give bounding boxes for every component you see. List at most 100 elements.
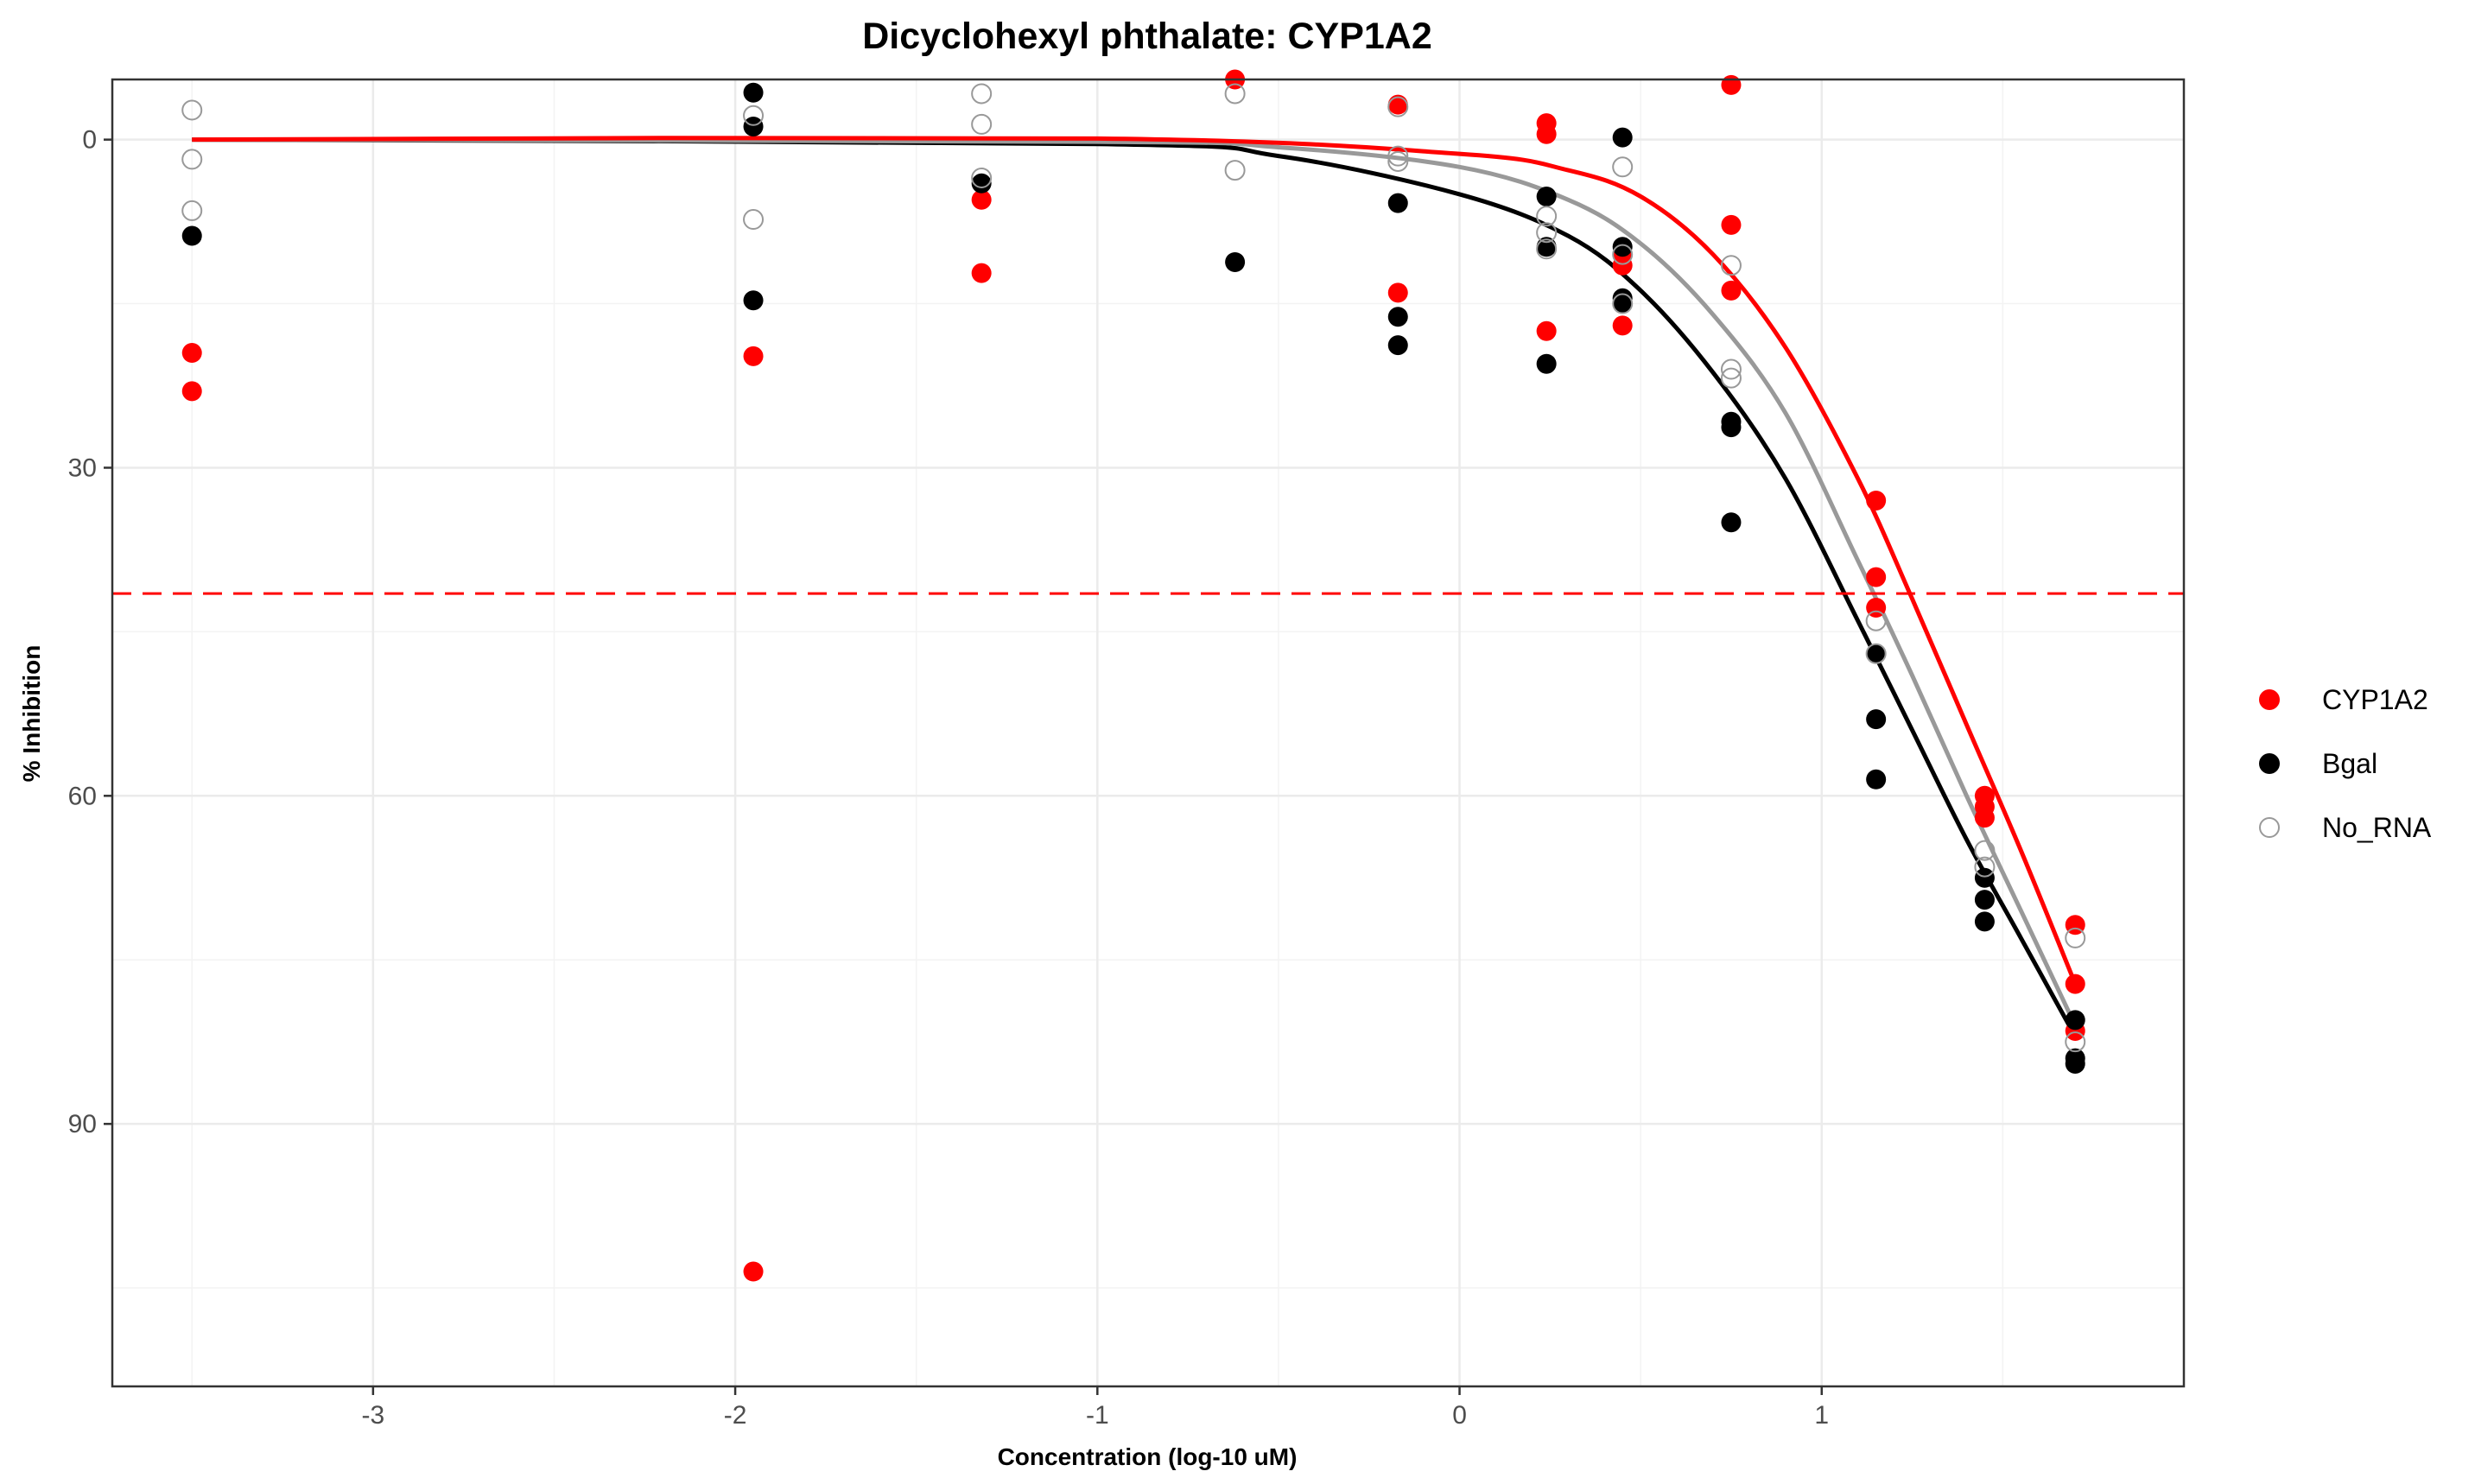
point-bgal	[1536, 353, 1557, 374]
panel-border	[111, 78, 2186, 1388]
legend-label-no_rna: No_RNA	[2322, 812, 2432, 843]
point-no_rna	[181, 99, 203, 121]
y-tick-label: 90	[68, 1110, 97, 1138]
major-grid	[112, 79, 2184, 1386]
point-bgal	[1536, 186, 1557, 206]
point-bgal	[181, 225, 202, 246]
legend-key-bgal	[2259, 753, 2280, 774]
point-bgal	[1721, 417, 1742, 438]
point-cyp1a2	[743, 1261, 764, 1282]
minor-grid	[112, 79, 2184, 1386]
point-no_rna	[181, 149, 203, 170]
legend: CYP1A2 Bgal No_RNA	[2259, 684, 2432, 843]
point-cyp1a2	[1612, 315, 1633, 336]
point-no_rna	[1974, 856, 1996, 878]
point-no_rna	[1536, 238, 1558, 260]
point-cyp1a2	[1721, 280, 1742, 301]
x-tick-label: -3	[362, 1401, 385, 1430]
point-no_rna	[1224, 160, 1246, 181]
point-bgal	[2065, 1010, 2085, 1031]
point-no_rna	[1536, 222, 1558, 244]
x-tick-label: -1	[1086, 1401, 1109, 1430]
x-axis-ticks: -3 -2 -1 0 1	[362, 1386, 1829, 1430]
legend-label-cyp1a2: CYP1A2	[2322, 684, 2428, 715]
point-cyp1a2	[1536, 124, 1557, 144]
point-bgal	[2065, 1053, 2085, 1074]
point-bgal	[971, 173, 992, 193]
point-no_rna	[1612, 156, 1634, 178]
point-cyp1a2	[1536, 320, 1557, 341]
fit-curve-no_rna	[192, 137, 2078, 1027]
point-cyp1a2	[1612, 255, 1633, 276]
point-cyp1a2	[1721, 214, 1742, 235]
point-no_rna	[2065, 927, 2086, 948]
point-no_rna	[1720, 255, 1742, 276]
point-bgal	[1612, 127, 1633, 148]
point-bgal	[1612, 294, 1633, 314]
point-cyp1a2	[1974, 808, 1995, 828]
x-tick-label: 0	[1452, 1401, 1467, 1430]
y-tick-label: 0	[82, 126, 97, 155]
point-bgal	[743, 290, 764, 311]
point-no_rna	[2065, 1031, 2086, 1053]
fit-curves	[192, 135, 2078, 1038]
point-bgal	[743, 116, 764, 136]
point-cyp1a2	[181, 381, 202, 402]
data-points	[181, 69, 2086, 1282]
point-no_rna	[1865, 610, 1887, 631]
point-bgal	[1612, 237, 1633, 257]
point-no_rna	[1536, 206, 1558, 227]
point-no_rna	[1387, 145, 1409, 167]
point-cyp1a2	[971, 263, 992, 283]
point-no_rna	[181, 200, 203, 221]
point-bgal	[743, 82, 764, 103]
point-no_rna	[1612, 244, 1634, 265]
point-cyp1a2	[743, 346, 764, 366]
point-bgal	[1721, 512, 1742, 533]
point-bgal	[1387, 335, 1408, 356]
point-cyp1a2	[1866, 490, 1887, 511]
x-axis-title: Concentration (log-10 uM)	[998, 1443, 1298, 1470]
point-no_rna	[1387, 96, 1409, 117]
point-no_rna	[1387, 150, 1409, 172]
legend-key-cyp1a2	[2259, 689, 2280, 710]
point-no_rna	[971, 113, 993, 135]
point-no_rna	[971, 167, 993, 188]
point-bgal	[1974, 867, 1995, 888]
point-no_rna	[1720, 358, 1742, 380]
point-no_rna	[971, 83, 993, 105]
x-tick-label: 1	[1814, 1401, 1829, 1430]
point-cyp1a2	[1721, 74, 1742, 95]
x-tick-label: -2	[724, 1401, 747, 1430]
y-tick-label: 60	[68, 782, 97, 810]
point-no_rna	[1974, 840, 1996, 861]
point-bgal	[1866, 769, 1887, 790]
point-no_rna	[743, 105, 765, 126]
y-axis-title: % Inhibition	[18, 645, 45, 783]
point-bgal	[1387, 193, 1408, 213]
y-tick-label: 30	[68, 453, 97, 482]
point-cyp1a2	[1387, 282, 1408, 303]
point-no_rna	[743, 209, 765, 231]
y-axis-ticks: 0 30 60 90	[68, 126, 112, 1138]
point-no_rna	[1612, 293, 1634, 314]
point-cyp1a2	[971, 189, 992, 210]
point-no_rna	[1865, 643, 1887, 664]
point-cyp1a2	[2065, 973, 2085, 994]
point-bgal	[1866, 644, 1887, 664]
chart-title: Dicyclohexyl phthalate: CYP1A2	[862, 16, 1432, 57]
point-bgal	[1225, 251, 1246, 272]
point-no_rna	[1224, 83, 1246, 105]
point-cyp1a2	[1866, 567, 1887, 587]
point-cyp1a2	[181, 343, 202, 364]
fit-curve-cyp1a2	[192, 135, 2078, 986]
point-no_rna	[1720, 367, 1742, 389]
point-bgal	[1974, 890, 1995, 910]
point-bgal	[1866, 709, 1887, 730]
legend-key-no_rna	[2259, 817, 2280, 838]
legend-label-bgal: Bgal	[2322, 748, 2377, 779]
point-bgal	[1974, 911, 1995, 932]
point-bgal	[1387, 307, 1408, 327]
